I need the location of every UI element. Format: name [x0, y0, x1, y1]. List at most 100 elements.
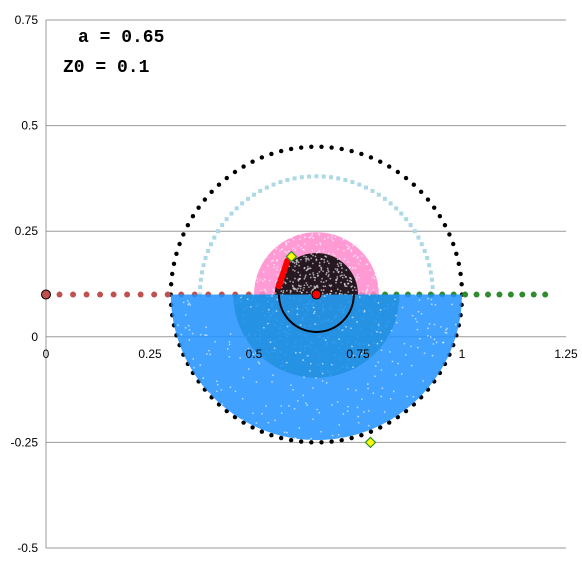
marker-diamond-bottom: [364, 436, 377, 449]
data-point: [308, 236, 311, 239]
data-point: [530, 291, 537, 298]
data-point: [320, 269, 323, 271]
data-point: [395, 414, 401, 420]
data-point: [388, 201, 393, 206]
data-point: [272, 374, 274, 377]
annotation-z0: Z0 = 0.1: [63, 58, 150, 78]
data-point: [299, 324, 302, 326]
data-point: [343, 282, 346, 285]
data-point: [445, 332, 448, 334]
data-point: [285, 244, 288, 246]
data-point: [204, 334, 207, 336]
data-point: [168, 282, 174, 287]
data-point: [336, 401, 339, 403]
data-point: [216, 383, 219, 386]
data-point: [265, 405, 267, 408]
data-point: [288, 250, 290, 253]
data-point: [303, 255, 305, 258]
data-point: [306, 284, 309, 286]
data-point: [341, 293, 343, 295]
data-point: [198, 277, 203, 282]
data-point: [330, 289, 333, 292]
data-point: [275, 247, 278, 250]
data-point: [298, 264, 300, 267]
data-point: [265, 256, 268, 258]
data-point: [346, 248, 349, 251]
data-point: [205, 334, 208, 337]
data-point: [226, 348, 229, 350]
data-point: [427, 263, 432, 268]
data-point: [345, 325, 347, 328]
data-point: [293, 288, 296, 291]
data-point: [319, 242, 322, 244]
data-point: [335, 281, 337, 284]
y-tick-label: 0.75: [15, 13, 39, 27]
data-point: [350, 285, 353, 288]
data-point: [428, 270, 433, 275]
data-point: [311, 249, 314, 252]
data-point: [321, 380, 324, 382]
data-point: [352, 354, 355, 357]
data-point: [282, 291, 285, 294]
data-point: [336, 288, 339, 291]
data-point: [339, 275, 342, 277]
data-point: [276, 298, 279, 301]
data-point: [347, 291, 350, 293]
data-point: [276, 245, 279, 248]
data-point: [270, 260, 273, 263]
data-point: [378, 425, 383, 430]
data-point: [462, 291, 469, 298]
data-point: [418, 337, 421, 340]
data-point: [337, 434, 340, 436]
data-point: [433, 338, 436, 341]
data-point: [264, 185, 269, 190]
data-point: [360, 353, 363, 355]
data-point: [340, 262, 343, 265]
data-point: [400, 373, 403, 375]
data-point: [278, 148, 284, 154]
data-point: [296, 313, 299, 316]
data-point: [297, 271, 300, 274]
data-point: [241, 419, 244, 421]
data-point: [296, 307, 299, 310]
data-point: [428, 323, 431, 325]
data-point: [392, 390, 395, 393]
data-point: [347, 388, 349, 390]
data-point: [313, 276, 315, 279]
data-point: [342, 238, 345, 241]
data-point: [306, 404, 309, 407]
data-point: [322, 270, 324, 273]
data-point: [296, 290, 299, 293]
data-point: [306, 291, 308, 294]
data-point: [329, 292, 332, 295]
data-point: [310, 257, 313, 260]
data-point: [318, 264, 321, 267]
data-point: [362, 350, 365, 353]
data-point: [404, 354, 407, 356]
data-point: [408, 223, 413, 228]
data-point: [331, 403, 333, 406]
data-point: [340, 274, 343, 277]
data-point: [305, 402, 308, 405]
data-point: [303, 243, 306, 245]
data-point: [298, 427, 301, 429]
data-point: [261, 280, 264, 282]
data-point: [315, 252, 318, 255]
x-tick-label: 0.5: [246, 347, 263, 361]
series-8: [170, 293, 463, 441]
data-point: [430, 285, 435, 290]
data-point: [299, 351, 301, 354]
data-point: [310, 253, 313, 255]
data-point: [329, 439, 334, 444]
data-point: [305, 255, 308, 258]
data-point: [363, 411, 365, 413]
data-point: [275, 268, 278, 271]
data-point: [318, 261, 321, 264]
data-point: [303, 267, 306, 270]
data-point: [311, 262, 314, 265]
data-point: [295, 263, 298, 266]
data-point: [458, 271, 463, 277]
data-point: [280, 412, 283, 415]
data-point: [343, 249, 345, 252]
data-point: [339, 292, 341, 295]
